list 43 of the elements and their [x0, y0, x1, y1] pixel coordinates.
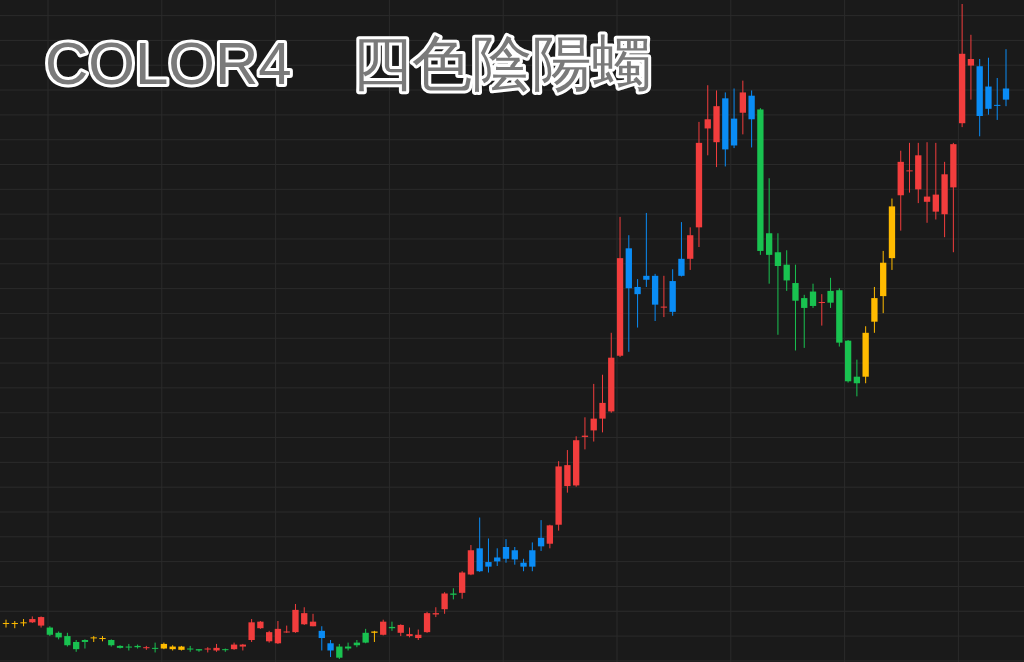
candlestick	[739, 80, 746, 135]
candlestick	[2, 619, 10, 629]
candlestick	[564, 449, 571, 494]
candlestick	[151, 642, 159, 653]
candlestick	[274, 620, 282, 645]
candlestick	[792, 264, 799, 351]
candlestick	[985, 57, 992, 116]
candlestick	[809, 283, 817, 309]
candlestick	[774, 232, 782, 336]
candlestick	[818, 293, 825, 327]
candlestick	[967, 34, 975, 101]
candlestick	[923, 141, 931, 224]
candlestick	[687, 226, 694, 271]
candlestick	[1002, 48, 1010, 107]
chart-title: COLOR4 四色陰陽蠋	[45, 30, 652, 97]
candlestick	[678, 221, 685, 277]
candlestick	[248, 618, 255, 643]
candlestick	[458, 570, 466, 600]
candlestick	[634, 278, 641, 329]
candlestick	[994, 77, 1001, 121]
candlestick	[292, 603, 299, 634]
candlestick	[932, 142, 939, 220]
candlestick	[871, 286, 878, 334]
candlestick	[502, 538, 510, 564]
candlestick	[827, 277, 834, 309]
candlestick	[599, 374, 606, 433]
candlestick	[423, 611, 431, 634]
candlestick	[906, 142, 913, 194]
candlestick	[783, 249, 790, 292]
candlestick	[643, 212, 650, 288]
candlestick	[766, 177, 773, 285]
candlestick	[748, 89, 755, 148]
candlestick	[116, 644, 124, 650]
candlestick	[704, 84, 711, 156]
candlestick	[441, 591, 448, 615]
candlestick	[801, 294, 808, 349]
candlestick	[344, 642, 352, 651]
candlestick	[529, 541, 536, 572]
candlestick	[81, 638, 89, 650]
candlestick	[476, 517, 483, 573]
candlestick	[318, 625, 325, 651]
candlestick	[660, 275, 668, 318]
candlestick	[485, 537, 492, 574]
